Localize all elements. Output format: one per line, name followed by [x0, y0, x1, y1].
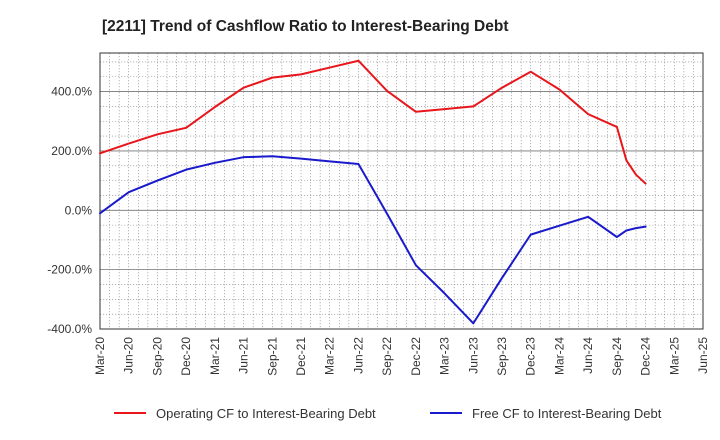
x-tick-label: Jun-21 — [237, 337, 251, 374]
legend-operating-cf: Operating CF to Interest-Bearing Debt — [114, 406, 376, 421]
x-tick-label: Mar-20 — [93, 337, 107, 375]
y-tick-label: -400.0% — [47, 322, 92, 336]
x-tick-label: Jun-25 — [696, 337, 710, 374]
x-tick-label: Dec-21 — [294, 337, 308, 376]
y-tick-label: -200.0% — [47, 263, 92, 277]
chart-legend: Operating CF to Interest-Bearing Debt Fre… — [114, 406, 662, 421]
x-tick-label: Mar-23 — [438, 337, 452, 375]
x-tick-label: Mar-21 — [208, 337, 222, 375]
free-cf-series-line — [99, 155, 647, 325]
legend-free-cf: Free CF to Interest-Bearing Debt — [430, 406, 662, 421]
x-tick-label: Dec-24 — [639, 337, 653, 376]
x-tick-label: Jun-22 — [351, 337, 365, 374]
x-tick-label: Dec-23 — [524, 337, 538, 376]
x-tick-label: Dec-20 — [179, 337, 193, 376]
chart-title: [2211] Trend of Cashflow Ratio to Intere… — [102, 18, 509, 35]
x-tick-label: Mar-22 — [323, 337, 337, 375]
x-tick-label: Sep-23 — [495, 337, 509, 376]
x-tick-label: Sep-20 — [150, 337, 164, 376]
operating-cf-series-line — [99, 59, 647, 185]
x-tick-label: Sep-21 — [265, 337, 279, 376]
legend-label: Free CF to Interest-Bearing Debt — [472, 406, 662, 421]
y-tick-label: 400.0% — [51, 85, 92, 99]
x-tick-label: Sep-22 — [380, 337, 394, 376]
x-axis: Mar-20 Jun-20 Sep-20 Dec-20 Mar-21 Jun-21 Sep-… — [93, 337, 710, 376]
legend-label: Operating CF to Interest-Bearing Debt — [156, 406, 376, 421]
chart-grid — [100, 53, 703, 329]
y-tick-label: 200.0% — [51, 144, 92, 158]
series-lines — [99, 59, 647, 325]
x-tick-label: Jun-23 — [466, 337, 480, 374]
x-tick-label: Jun-20 — [122, 337, 136, 374]
y-axis: -400.0% -200.0% 0.0% 200.0% 400.0% — [47, 85, 92, 336]
x-tick-label: Sep-24 — [610, 337, 624, 376]
x-tick-label: Mar-25 — [667, 337, 681, 375]
x-tick-label: Jun-24 — [581, 337, 595, 374]
plot-area-frame — [99, 52, 704, 330]
x-tick-label: Dec-22 — [409, 337, 423, 376]
x-tick-label: Mar-24 — [552, 337, 566, 375]
y-tick-label: 0.0% — [65, 203, 93, 217]
